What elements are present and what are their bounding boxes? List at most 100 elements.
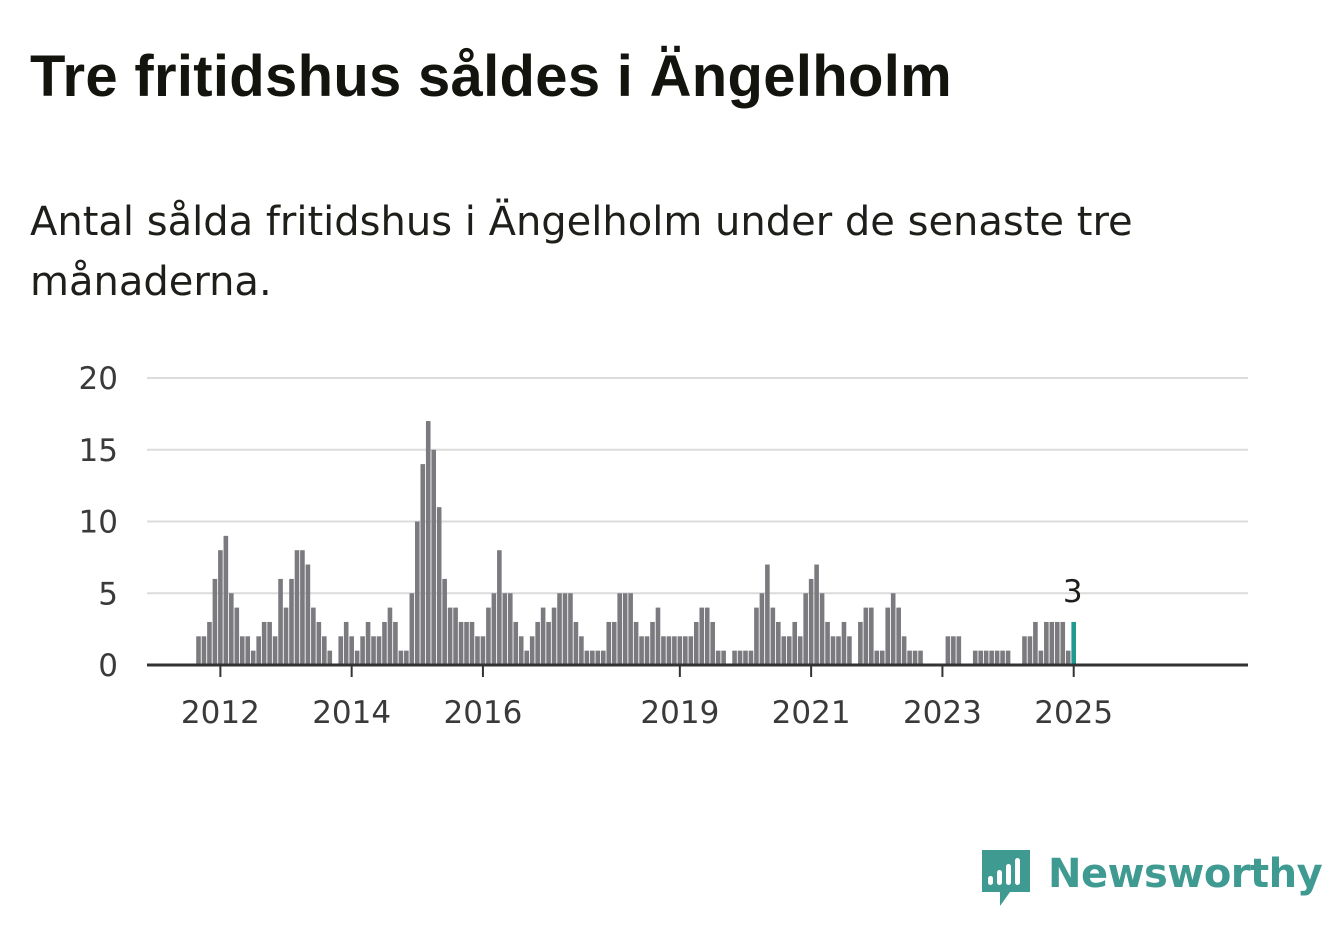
bar [994,650,1000,665]
bar [513,621,519,665]
bar [371,636,376,665]
bar [759,593,765,665]
bar [841,621,847,665]
bar [529,636,535,665]
bar [486,607,491,665]
bar [573,621,579,665]
bar [579,636,584,665]
bar [945,636,951,665]
bar [256,636,261,665]
bar [524,650,529,665]
bar [283,607,289,665]
y-tick-label: 20 [79,361,118,397]
bar [989,650,994,665]
x-tick-label: 2023 [903,695,982,731]
bar [376,636,382,665]
bar [1022,636,1027,665]
x-tick-label: 2025 [1034,695,1113,731]
bar [267,621,272,665]
bar [212,578,218,665]
bar [907,650,912,665]
bar [1044,621,1049,665]
bar [464,621,469,665]
bar [803,593,808,665]
bar [584,650,590,665]
bar [557,593,562,665]
bar [1033,621,1038,665]
bar [551,607,557,665]
bar [743,650,748,665]
bar [327,650,333,665]
bar [250,650,256,665]
bar [415,521,420,665]
bar [912,650,918,665]
bar [983,650,989,665]
bar [600,650,606,665]
bar [754,607,759,665]
bar [507,593,513,665]
bar [792,621,798,665]
bar [688,636,694,665]
bar [300,550,305,665]
bar [223,535,229,665]
bar [776,621,781,665]
bar [661,636,666,665]
bar [354,650,360,665]
bar [737,650,743,665]
bar [972,650,978,665]
bar [786,636,792,665]
bar [721,650,726,665]
bar [672,636,677,665]
latest-value-label: 3 [1063,574,1083,610]
bar [693,621,699,665]
bar [683,636,688,665]
bar [978,650,984,665]
bar [918,650,923,665]
bar [808,578,814,665]
bar [349,636,354,665]
x-tick-label: 2016 [443,695,522,731]
bar [710,621,715,665]
bar [858,621,863,665]
bar [425,421,431,665]
bar [453,607,458,665]
bar [732,650,737,665]
bar-chart: 0 5 10 15 20 2012 2014 2016 2019 2021 2023 2025 3 [79,361,1248,731]
bar [442,578,447,665]
bar [825,621,830,665]
bar [360,636,365,665]
bar [1060,621,1066,665]
bar [497,550,502,665]
bar [781,636,787,665]
bar [650,621,655,665]
bar [480,636,486,665]
x-tick-label: 2019 [640,695,719,731]
bar [628,593,633,665]
bar [715,650,721,665]
bar [229,593,234,665]
bar [272,636,278,665]
bar [562,593,568,665]
bar [393,621,398,665]
bar [704,607,710,665]
newsworthy-logo-icon [982,850,1030,906]
bar [1000,650,1005,665]
x-tick-label: 2012 [181,695,260,731]
bar [847,636,852,665]
bar [863,607,869,665]
bar [885,607,891,665]
bar [289,578,294,665]
bar [447,607,453,665]
bar [469,621,475,665]
bar [770,607,776,665]
bar [245,636,251,665]
bar [458,621,464,665]
bar [869,607,874,665]
bar [611,621,617,665]
bar [234,607,240,665]
bar [201,636,207,665]
bar [951,636,956,665]
bar [475,636,480,665]
bar [294,550,300,665]
bar [819,593,825,665]
